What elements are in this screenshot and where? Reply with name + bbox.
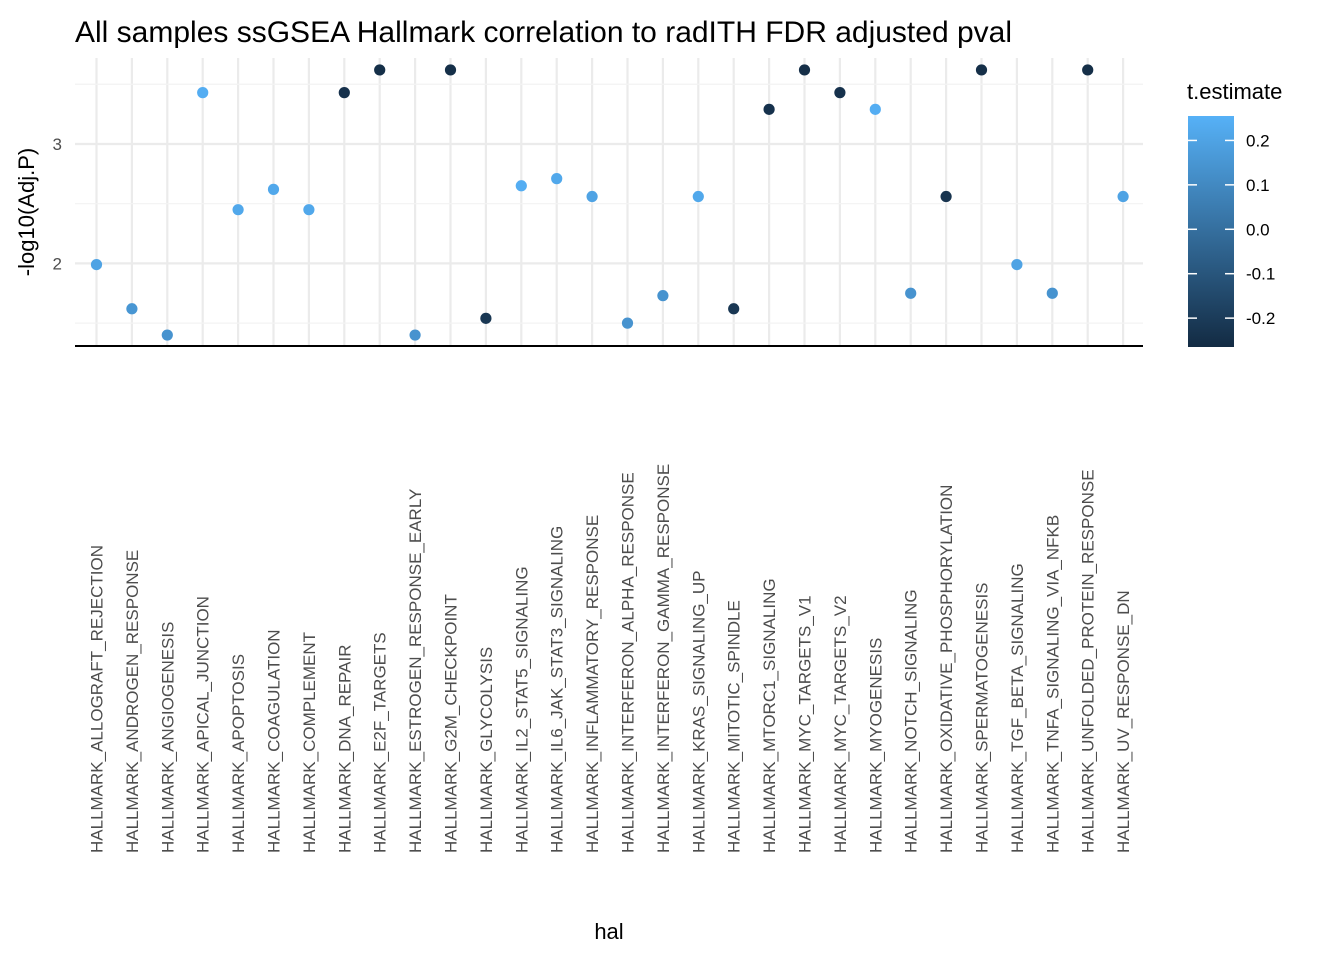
data-point <box>905 287 917 299</box>
y-axis-title: -log10(Adj.P) <box>14 148 39 276</box>
x-tick-label: HALLMARK_TGF_BETA_SIGNALING <box>1008 563 1027 853</box>
y-tick-label: 3 <box>53 135 62 154</box>
legend-title: t.estimate <box>1187 79 1282 104</box>
x-tick-label: HALLMARK_GLYCOLYSIS <box>477 647 496 853</box>
legend-tick-label: 0.2 <box>1246 131 1270 150</box>
data-point <box>126 303 138 315</box>
legend: t.estimate 0.2 0.1 0.0 -0.1 -0.2 <box>1187 79 1282 347</box>
x-tick-label: HALLMARK_UNFOLDED_PROTEIN_RESPONSE <box>1079 469 1098 853</box>
x-tick-label: HALLMARK_TNFA_SIGNALING_VIA_NFKB <box>1043 515 1062 853</box>
x-tick-label: HALLMARK_INTERFERON_ALPHA_RESPONSE <box>619 472 638 853</box>
x-tick-label: HALLMARK_ALLOGRAFT_REJECTION <box>88 545 107 853</box>
x-tick-label: HALLMARK_ANDROGEN_RESPONSE <box>123 550 142 853</box>
x-axis-title: hal <box>594 919 623 944</box>
legend-tick-label: -0.2 <box>1246 309 1275 328</box>
legend-tick-label: 0.1 <box>1246 176 1270 195</box>
x-tick-label: HALLMARK_IL2_STAT5_SIGNALING <box>512 566 531 853</box>
x-tick-label: HALLMARK_DNA_REPAIR <box>335 645 354 853</box>
x-axis-ticks: HALLMARK_ALLOGRAFT_REJECTION HALLMARK_AND… <box>88 464 1134 853</box>
legend-tick-label: 0.0 <box>1246 220 1270 239</box>
x-tick-label: HALLMARK_APICAL_JUNCTION <box>194 596 213 853</box>
x-tick-label: HALLMARK_UV_RESPONSE_DN <box>1114 590 1133 853</box>
x-tick-label: HALLMARK_COAGULATION <box>265 629 284 853</box>
data-point <box>551 173 563 185</box>
data-points <box>90 64 1129 341</box>
legend-ticks: 0.2 0.1 0.0 -0.1 -0.2 <box>1188 131 1275 328</box>
x-tick-label: HALLMARK_MITOTIC_SPINDLE <box>725 600 744 853</box>
data-point <box>798 64 811 76</box>
data-point <box>161 329 173 341</box>
data-point <box>728 303 740 315</box>
grid <box>75 58 1143 347</box>
chart-title: All samples ssGSEA Hallmark correlation … <box>75 16 1012 49</box>
data-point <box>657 290 669 302</box>
data-point <box>1011 258 1023 271</box>
x-tick-label: HALLMARK_ESTROGEN_RESPONSE_EARLY <box>406 489 425 853</box>
x-tick-label: HALLMARK_MYOGENESIS <box>866 638 885 853</box>
x-tick-label: HALLMARK_MYC_TARGETS_V1 <box>796 595 815 853</box>
data-point <box>586 190 598 203</box>
data-point <box>621 317 634 329</box>
x-tick-label: HALLMARK_APOPTOSIS <box>229 654 248 853</box>
data-point <box>338 87 350 99</box>
data-point <box>1046 287 1058 299</box>
x-tick-label: HALLMARK_MTORC1_SIGNALING <box>760 578 779 853</box>
data-point <box>869 103 881 115</box>
data-point <box>197 87 209 99</box>
data-point <box>303 204 315 216</box>
data-point <box>409 329 421 341</box>
data-point <box>834 87 846 99</box>
x-tick-label: HALLMARK_KRAS_SIGNALING_UP <box>689 571 708 854</box>
data-point <box>480 312 492 324</box>
x-tick-label: HALLMARK_E2F_TARGETS <box>371 632 390 853</box>
data-point <box>975 64 988 76</box>
data-point <box>267 183 280 195</box>
x-tick-label: HALLMARK_INFLAMMATORY_RESPONSE <box>583 515 602 853</box>
x-tick-label: HALLMARK_NOTCH_SIGNALING <box>902 589 921 853</box>
x-tick-label: HALLMARK_SPERMATOGENESIS <box>973 582 992 853</box>
x-tick-label: HALLMARK_G2M_CHECKPOINT <box>442 594 461 853</box>
legend-tick-label: -0.1 <box>1246 265 1275 284</box>
x-tick-label: HALLMARK_COMPLEMENT <box>300 632 319 853</box>
y-tick-label: 2 <box>53 254 62 273</box>
x-tick-label: HALLMARK_IL6_JAK_STAT3_SIGNALING <box>548 526 567 853</box>
legend-colorbar <box>1188 116 1234 347</box>
data-point <box>763 103 775 115</box>
data-point <box>692 190 704 203</box>
data-point <box>940 190 952 203</box>
data-point <box>90 258 103 271</box>
data-point <box>1117 190 1129 203</box>
data-point <box>374 64 386 76</box>
data-point <box>1082 64 1094 76</box>
x-tick-label: HALLMARK_INTERFERON_GAMMA_RESPONSE <box>654 464 673 853</box>
data-point <box>515 180 527 192</box>
y-axis-ticks: 23 <box>53 135 62 273</box>
data-point <box>444 64 457 76</box>
data-point <box>232 204 244 216</box>
x-tick-label: HALLMARK_MYC_TARGETS_V2 <box>831 595 850 853</box>
x-tick-label: HALLMARK_ANGIOGENESIS <box>158 622 177 853</box>
x-tick-label: HALLMARK_OXIDATIVE_PHOSPHORYLATION <box>937 485 956 853</box>
